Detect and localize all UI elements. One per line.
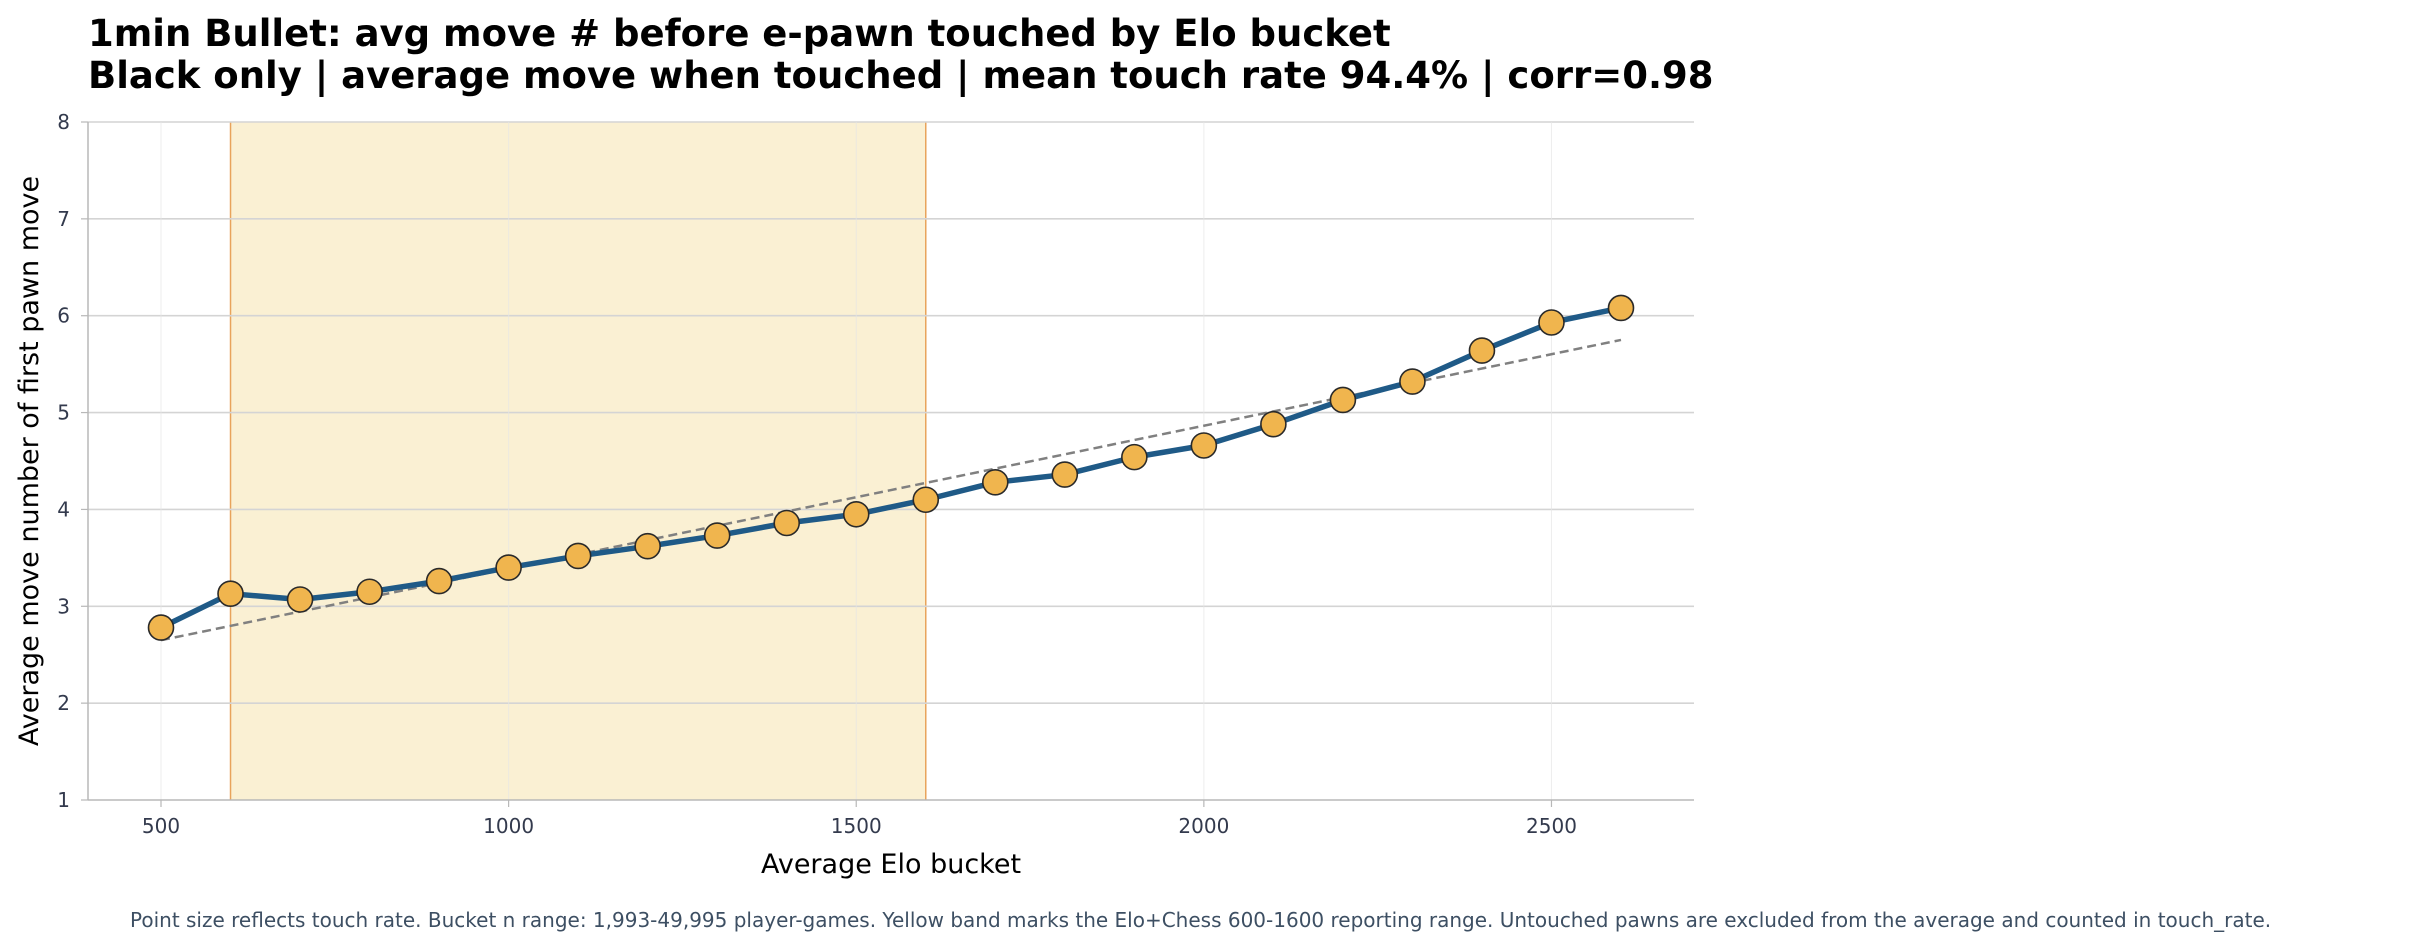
y-tick-label: 2 xyxy=(57,691,70,715)
y-tick-label: 8 xyxy=(57,110,70,134)
data-point xyxy=(1468,337,1496,364)
y-axis-ticks: 1 2 3 4 5 6 7 8 xyxy=(57,110,88,812)
chart-title-line1: 1min Bullet: avg move # before e-pawn to… xyxy=(88,12,1391,55)
series-markers xyxy=(147,294,1635,641)
y-tick-label: 1 xyxy=(57,788,70,812)
data-point xyxy=(981,469,1009,496)
data-point xyxy=(842,500,870,528)
data-point xyxy=(147,614,175,641)
data-point xyxy=(773,509,801,537)
x-tick-label: 1000 xyxy=(483,814,534,838)
x-tick-label: 2500 xyxy=(1526,814,1577,838)
data-point xyxy=(1607,294,1635,322)
x-axis-label: Average Elo bucket xyxy=(761,849,1021,880)
data-point xyxy=(703,522,731,549)
chart-title-line2: Black only | average move when touched |… xyxy=(88,54,1714,97)
x-tick-label: 500 xyxy=(142,814,180,838)
x-axis-ticks: 500 1000 1500 2000 2500 xyxy=(142,800,1577,838)
y-tick-label: 3 xyxy=(57,594,70,618)
data-point xyxy=(1538,309,1565,336)
y-tick-label: 7 xyxy=(57,207,70,231)
x-tick-label: 1500 xyxy=(831,814,882,838)
data-point xyxy=(1260,410,1287,438)
data-point xyxy=(356,578,383,606)
highlight-band xyxy=(230,122,926,800)
y-tick-label: 4 xyxy=(57,497,70,521)
y-axis-label: Average move number of first pawn move xyxy=(14,176,45,746)
series-line xyxy=(159,305,1622,631)
data-point xyxy=(1399,368,1426,395)
data-point xyxy=(1329,386,1357,414)
data-point xyxy=(425,567,453,595)
data-point xyxy=(1190,432,1218,459)
data-point xyxy=(1121,443,1148,471)
data-point xyxy=(286,586,314,613)
y-tick-label: 6 xyxy=(57,304,70,328)
data-point xyxy=(634,532,661,560)
data-point xyxy=(495,554,522,581)
data-point xyxy=(1051,461,1079,488)
data-point xyxy=(217,580,244,607)
trend-line xyxy=(160,338,1622,642)
x-tick-label: 2000 xyxy=(1178,814,1229,838)
y-tick-label: 5 xyxy=(57,401,70,425)
data-point xyxy=(912,486,940,514)
data-point xyxy=(564,542,592,570)
footnote: Point size reflects touch rate. Bucket n… xyxy=(130,908,2271,932)
